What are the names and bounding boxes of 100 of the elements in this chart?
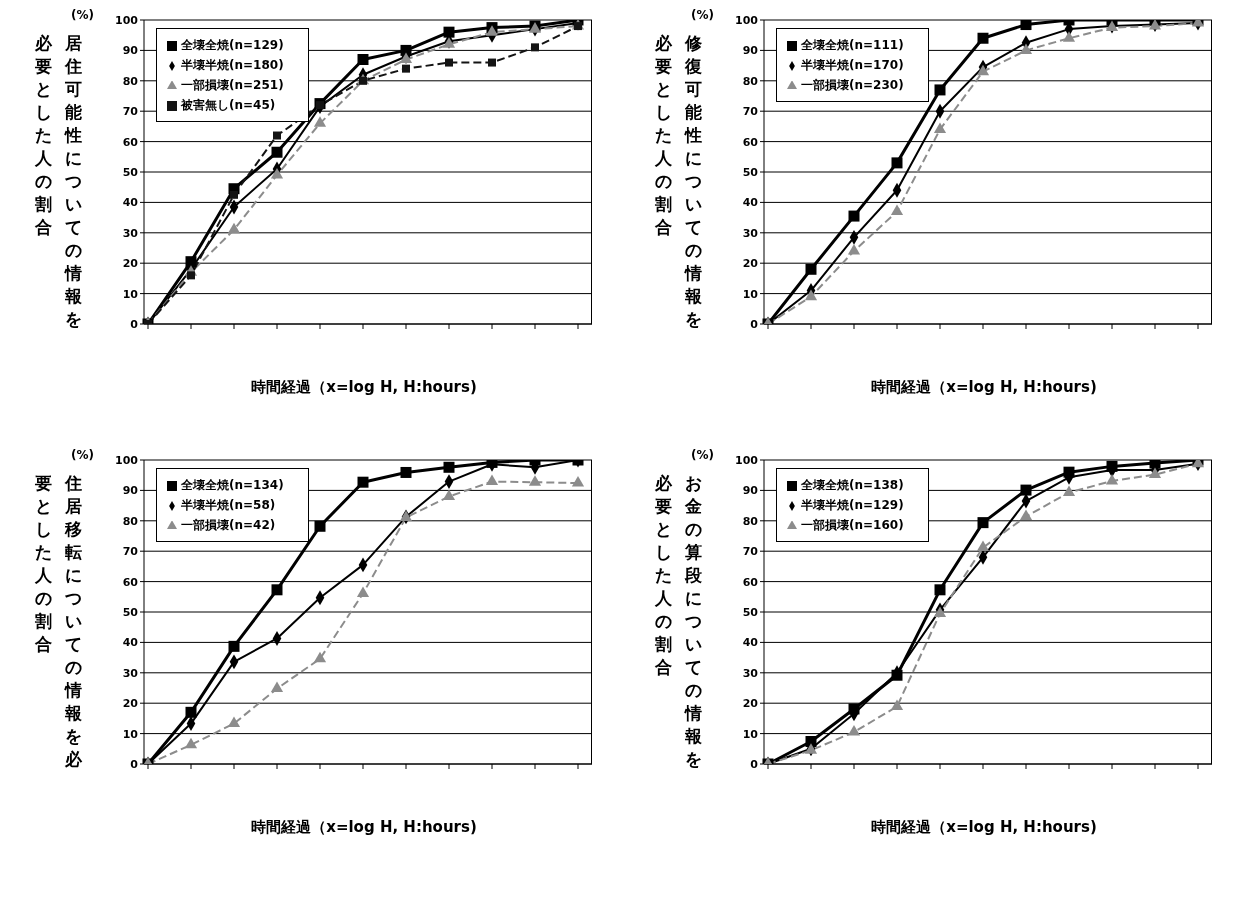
y-tick-label: 60 bbox=[742, 135, 759, 149]
x-axis-title: 時間経過（x=log H, H:hours) bbox=[250, 378, 478, 397]
text: (%) bbox=[71, 8, 94, 22]
point bbox=[313, 651, 327, 663]
point bbox=[933, 122, 947, 133]
y-tick-label: 50 bbox=[122, 165, 139, 179]
y-tick-label: 50 bbox=[742, 605, 759, 619]
legend-label: 半壊半焼(n=129) bbox=[801, 498, 904, 512]
point bbox=[571, 476, 585, 487]
point bbox=[934, 84, 946, 96]
x-axis-title: 時間経過（x=log H, H:hours) bbox=[870, 818, 1098, 837]
y-tick-label: 10 bbox=[742, 287, 759, 301]
y-tick-label: 0 bbox=[130, 757, 139, 771]
point bbox=[1019, 509, 1033, 521]
point bbox=[402, 64, 410, 73]
y-tick-label: 80 bbox=[742, 514, 759, 528]
legend-label: 全壊全焼(n=111) bbox=[801, 38, 904, 52]
y-tick-label: 10 bbox=[742, 727, 759, 741]
legend-label: 半壊半焼(n=170) bbox=[801, 58, 904, 72]
y-tick-label: 70 bbox=[122, 545, 139, 559]
point bbox=[976, 540, 990, 552]
point bbox=[805, 263, 817, 275]
legend-label: 一部損壊(n=251) bbox=[181, 78, 284, 92]
point bbox=[531, 43, 539, 52]
text: 居住可能性についての情報を必要とした人の割合 bbox=[35, 33, 82, 329]
point bbox=[442, 489, 456, 500]
point bbox=[228, 640, 240, 652]
y-tick-label: 20 bbox=[122, 697, 139, 711]
y-tick-label: 70 bbox=[742, 545, 759, 559]
point bbox=[934, 584, 946, 596]
x-axis-title: 時間経過（x=log H, H:hours) bbox=[870, 378, 1098, 397]
y-tick-label: 50 bbox=[122, 605, 139, 619]
point bbox=[443, 461, 455, 473]
point bbox=[847, 725, 861, 736]
point bbox=[890, 699, 904, 711]
y-tick-label: 50 bbox=[742, 165, 759, 179]
point bbox=[1062, 485, 1076, 497]
y-tick-label: 60 bbox=[122, 575, 139, 589]
point bbox=[1062, 31, 1076, 42]
y-tick-label: 30 bbox=[122, 666, 139, 680]
y-tick-label: 90 bbox=[742, 484, 759, 498]
point bbox=[890, 204, 904, 216]
point bbox=[977, 32, 989, 44]
legend-label: 半壊半焼(n=58) bbox=[181, 498, 276, 512]
y-tick-label: 0 bbox=[750, 317, 759, 331]
point bbox=[445, 58, 453, 67]
point bbox=[1020, 20, 1032, 31]
point bbox=[977, 517, 989, 529]
legend-label: 全壊全焼(n=129) bbox=[181, 38, 284, 52]
text: (%) bbox=[71, 448, 94, 462]
y-tick-label: 100 bbox=[115, 453, 139, 467]
y-tick-label: 20 bbox=[742, 257, 759, 271]
point bbox=[270, 681, 284, 693]
point bbox=[933, 606, 947, 618]
y-tick-label: 10 bbox=[122, 287, 139, 301]
legend-label: 全壊全焼(n=138) bbox=[801, 478, 904, 492]
point bbox=[271, 146, 283, 158]
y-tick-label: 0 bbox=[750, 757, 759, 771]
legend-label: 一部損壊(n=160) bbox=[801, 518, 904, 532]
y-tick-label: 30 bbox=[122, 226, 139, 240]
point bbox=[1019, 43, 1033, 54]
point bbox=[804, 289, 818, 301]
point bbox=[400, 466, 412, 478]
point bbox=[313, 116, 327, 127]
text: 修復可能性についての情報を必要とした人の割合 bbox=[655, 33, 702, 329]
point bbox=[187, 271, 195, 280]
y-tick-label: 0 bbox=[130, 317, 139, 331]
y-tick-label: 100 bbox=[735, 453, 759, 467]
point bbox=[399, 510, 413, 521]
point bbox=[891, 157, 903, 169]
legend-label: 被害無し(n=45) bbox=[181, 98, 276, 112]
point bbox=[485, 474, 499, 486]
y-tick-label: 60 bbox=[742, 575, 759, 589]
point bbox=[314, 520, 326, 532]
y-tick-label: 20 bbox=[742, 697, 759, 711]
y-tick-label: 90 bbox=[122, 484, 139, 498]
y-tick-label: 10 bbox=[122, 727, 139, 741]
legend-label: 一部損壊(n=42) bbox=[181, 518, 276, 532]
y-tick-label: 100 bbox=[735, 13, 759, 27]
y-tick-label: 30 bbox=[742, 226, 759, 240]
point bbox=[848, 210, 860, 222]
y-tick-label: 20 bbox=[122, 257, 139, 271]
text: 住居移転についての情報を必要とした人の割合 bbox=[35, 473, 82, 769]
y-tick-label: 40 bbox=[122, 636, 139, 650]
point bbox=[270, 168, 284, 179]
point bbox=[442, 37, 456, 48]
point bbox=[185, 706, 197, 718]
point bbox=[230, 190, 238, 199]
y-tick-label: 40 bbox=[122, 196, 139, 210]
point bbox=[443, 26, 455, 38]
y-tick-label: 80 bbox=[122, 74, 139, 88]
legend-label: 全壊全焼(n=134) bbox=[181, 478, 284, 492]
point bbox=[273, 131, 281, 140]
point bbox=[488, 58, 496, 67]
point bbox=[227, 222, 241, 234]
point bbox=[528, 475, 542, 486]
point bbox=[357, 476, 369, 488]
y-tick-label: 90 bbox=[122, 44, 139, 58]
y-tick-label: 40 bbox=[742, 196, 759, 210]
y-tick-label: 80 bbox=[122, 514, 139, 528]
